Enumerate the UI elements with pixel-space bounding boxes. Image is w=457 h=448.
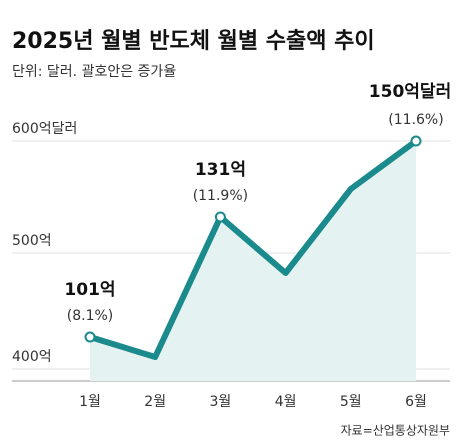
area: [90, 141, 416, 381]
marker: [84, 331, 96, 343]
x-tick-label: 6월: [405, 394, 427, 410]
x-tick-label: 1월: [79, 394, 101, 410]
y-tick-label: 500억: [12, 233, 52, 249]
x-tick-label: 5월: [340, 394, 362, 410]
chart-title: 2025년 월별 반도체 월별 수출액 추이: [12, 29, 375, 54]
y-tick-label: 600억달러: [12, 121, 77, 137]
growth-label: (8.1%): [67, 308, 114, 324]
x-tick-label: 2월: [144, 394, 166, 410]
x-tick-label: 4월: [275, 394, 297, 410]
source: 자료=산업통상자원부: [341, 424, 450, 438]
marker: [410, 135, 422, 147]
value-label: 131억: [195, 160, 246, 180]
chart-subtitle: 단위: 달러. 괄호안은 증가율: [12, 64, 176, 80]
line: [89, 138, 418, 360]
y-tick-label: 400억: [12, 349, 52, 365]
growth-label: (11.6%): [388, 112, 443, 128]
growth-label: (11.9%): [193, 188, 248, 204]
x-tick-label: 3월: [210, 394, 232, 410]
value-label: 101억: [64, 280, 115, 300]
value-label: 150억달러: [369, 81, 451, 102]
marker: [214, 211, 226, 223]
